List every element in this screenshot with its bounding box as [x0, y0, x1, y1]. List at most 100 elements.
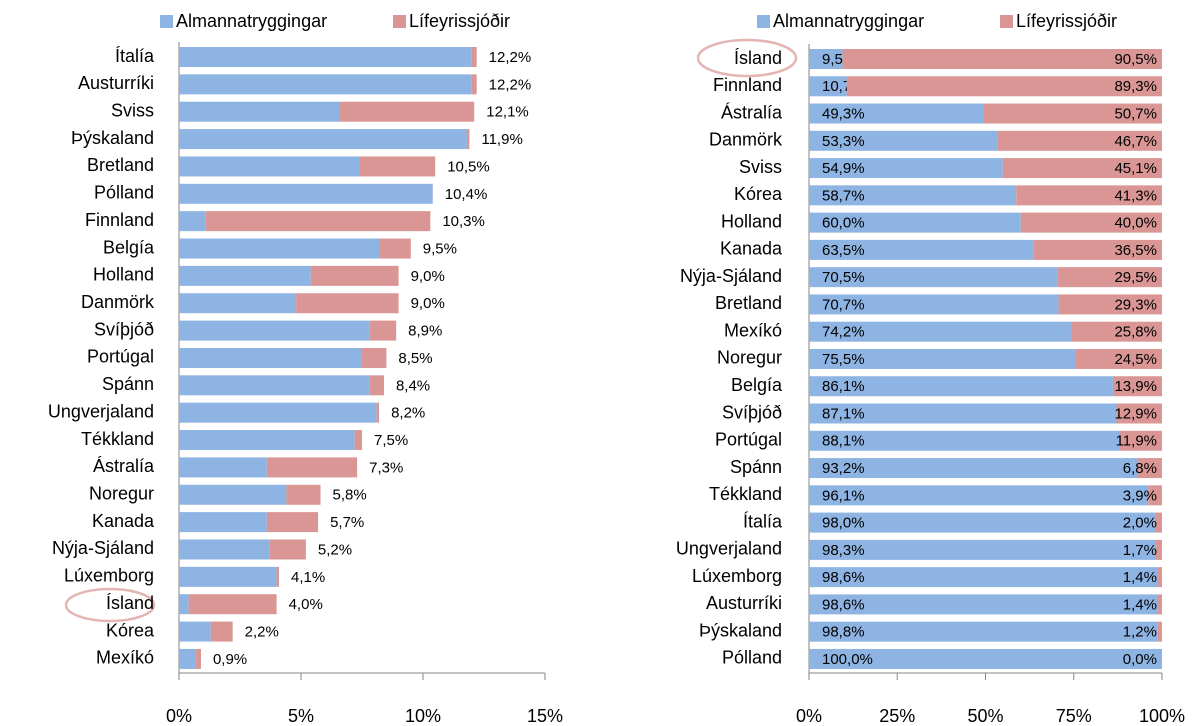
total-label: 0,9% [213, 651, 247, 668]
total-label: 12,2% [489, 49, 532, 66]
bar-segment [369, 375, 384, 396]
x-tick-label: 0% [796, 706, 822, 726]
category-label: Austurríki [78, 73, 154, 93]
value-label: 98,0% [822, 515, 865, 532]
bar-segment [179, 211, 206, 232]
category-label: Ísland [106, 593, 154, 613]
bar-segment [179, 512, 267, 533]
value-label: 54,9% [822, 160, 865, 177]
category-label: Danmörk [81, 292, 155, 312]
bar-segment [809, 212, 1021, 233]
category-label: Nýja-Sjáland [680, 266, 782, 286]
value-label: 6,8% [1123, 460, 1157, 477]
value-label: 1,2% [1123, 624, 1157, 641]
category-label: Lúxemborg [692, 566, 782, 586]
category-label: Sviss [739, 157, 782, 177]
bar-segment [466, 129, 470, 150]
category-label: Portúgal [87, 347, 154, 367]
value-label: 49,3% [822, 106, 865, 123]
bar-segment [179, 293, 297, 314]
category-label: Austurríki [706, 593, 782, 613]
category-label: Holland [721, 211, 782, 231]
x-tick-label: 100% [1139, 706, 1185, 726]
bar-segment [286, 484, 321, 505]
bar-segment [179, 156, 360, 177]
value-label: 3,9% [1123, 487, 1157, 504]
highlight-ring [64, 587, 156, 623]
legend-label: Lífeyrissjóðir [409, 11, 510, 31]
value-label: 96,1% [822, 487, 865, 504]
total-label: 10,4% [445, 186, 488, 203]
value-label: 40,0% [1114, 215, 1157, 232]
bar-segment [1148, 485, 1162, 506]
value-label: 29,3% [1114, 296, 1157, 313]
value-label: 70,7% [822, 296, 865, 313]
total-label: 11,9% [481, 131, 522, 148]
bar-segment [179, 648, 197, 669]
category-label: Noregur [89, 484, 154, 504]
total-label: 12,1% [486, 104, 529, 121]
category-label: Ungverjaland [676, 539, 782, 559]
bar-segment [809, 321, 1071, 342]
category-label: Lúxemborg [64, 566, 154, 586]
bar-segment [269, 539, 306, 560]
bar-segment [809, 185, 1017, 206]
x-tick-label: 75% [1056, 706, 1092, 726]
category-label: Ungverjaland [48, 401, 154, 421]
bar-segment [809, 376, 1113, 397]
bar-segment [1070, 321, 1162, 342]
value-label: 45,1% [1114, 160, 1157, 177]
bar-segment [179, 347, 362, 368]
bar-segment [369, 320, 397, 341]
bar-segment [809, 621, 1158, 642]
value-label: 98,8% [822, 624, 865, 641]
bar-segment [1033, 239, 1162, 260]
value-label: 36,5% [1114, 242, 1157, 259]
bar-segment [379, 238, 411, 259]
bar-segment [1116, 403, 1162, 424]
bar-segment [179, 74, 472, 95]
category-label: Bretland [87, 155, 154, 175]
category-label: Finnland [85, 210, 154, 230]
bar-segment [179, 539, 270, 560]
category-label: Bretland [715, 293, 782, 313]
bar-segment [809, 76, 847, 97]
value-label: 24,5% [1114, 351, 1157, 368]
total-label: 10,5% [447, 158, 490, 175]
bar-segment [179, 621, 211, 642]
bar-segment [809, 458, 1138, 479]
category-label: Spánn [102, 374, 154, 394]
value-label: 98,6% [822, 569, 865, 586]
value-label: 63,5% [822, 242, 865, 259]
bar-segment [210, 621, 233, 642]
category-label: Pólland [94, 183, 154, 203]
value-label: 25,8% [1114, 324, 1157, 341]
bar-segment [997, 130, 1162, 151]
bar-segment [1157, 594, 1162, 615]
category-label: Þýskaland [71, 128, 154, 148]
total-label: 8,9% [408, 323, 442, 340]
bar-segment [809, 294, 1059, 315]
value-label: 60,0% [822, 215, 865, 232]
bar-segment [983, 103, 1162, 124]
category-label: Svíþjóð [94, 319, 154, 339]
bar-segment [296, 293, 399, 314]
bar-segment [179, 375, 370, 396]
total-label: 4,1% [291, 569, 325, 586]
bar-segment [179, 129, 467, 150]
category-label: Mexíkó [724, 320, 782, 340]
highlight-ring [696, 38, 798, 78]
total-label: 5,2% [318, 541, 352, 558]
value-label: 100,0% [822, 651, 873, 668]
value-label: 12,9% [1114, 405, 1157, 422]
bar-segment [1057, 267, 1162, 288]
value-label: 88,1% [822, 433, 865, 450]
legend-label: Almannatryggingar [176, 11, 327, 31]
bar-segment [846, 76, 1162, 97]
value-label: 46,7% [1114, 133, 1157, 150]
value-label: 98,3% [822, 542, 865, 559]
bar-segment [310, 265, 399, 286]
x-tick-label: 10% [405, 706, 441, 726]
bar-segment [179, 457, 267, 478]
